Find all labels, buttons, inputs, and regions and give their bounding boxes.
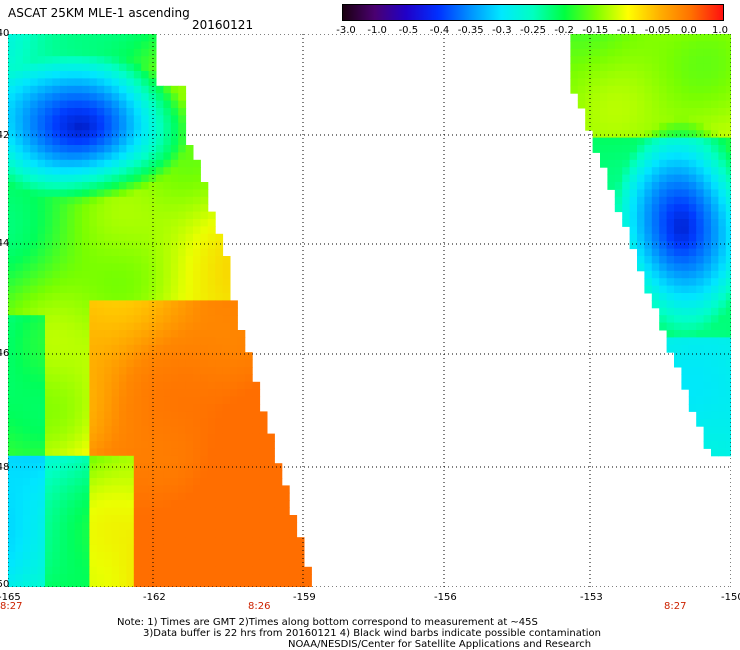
colorbar-tick-label: -3.0 xyxy=(336,25,356,36)
note-line-3: NOAA/NESDIS/Center for Satellite Applica… xyxy=(288,639,592,650)
latitude-label: -44 xyxy=(0,238,10,249)
colorbar-tick-label: -0.1 xyxy=(616,25,637,36)
colorbar-tick-label: -0.25 xyxy=(520,25,546,36)
colorbar-tick-label: -1.0 xyxy=(367,25,387,36)
colorbar-tick-label: -0.35 xyxy=(457,25,484,36)
latitude-label: -42 xyxy=(0,130,10,141)
colorbar-tick-label: -0.5 xyxy=(398,25,419,36)
map-date: 20160121 xyxy=(192,18,254,32)
colorbar-tick-label: -0.05 xyxy=(644,25,671,36)
note-line-2: 3)Data buffer is 22 hrs from 20160121 4)… xyxy=(143,628,601,639)
colorbar-tick-label: 0.0 xyxy=(680,25,697,36)
colorbar-tick-label: -0.3 xyxy=(492,25,512,36)
map-plot xyxy=(8,34,731,587)
pass-time-label: 8:26 xyxy=(248,601,271,612)
latitude-label: -46 xyxy=(0,348,10,359)
colorbar-tick-label: 1.0 xyxy=(712,25,728,36)
pass-time-label: 8:27 xyxy=(0,601,23,612)
note-line-1: Note: 1) Times are GMT 2)Times along bot… xyxy=(117,617,538,628)
longitude-label: -159 xyxy=(293,592,316,603)
swath-image xyxy=(8,34,731,587)
longitude-label: -156 xyxy=(434,592,457,603)
map-title: ASCAT 25KM MLE-1 ascending xyxy=(8,6,190,20)
longitude-label: -153 xyxy=(580,592,603,603)
colorbar-tick-label: -0.2 xyxy=(554,25,574,36)
colorbar xyxy=(342,4,724,21)
latitude-label: -48 xyxy=(0,462,10,473)
longitude-label: -165 xyxy=(0,592,21,603)
pass-time-label: 8:27 xyxy=(664,601,687,612)
longitude-label: -162 xyxy=(143,592,166,603)
latitude-label: -50 xyxy=(0,579,10,590)
colorbar-tick-label: -0.15 xyxy=(582,25,609,36)
latitude-label: -40 xyxy=(0,28,10,39)
colorbar-tick-label: -0.4 xyxy=(429,25,450,36)
longitude-label: -150 xyxy=(721,592,740,603)
